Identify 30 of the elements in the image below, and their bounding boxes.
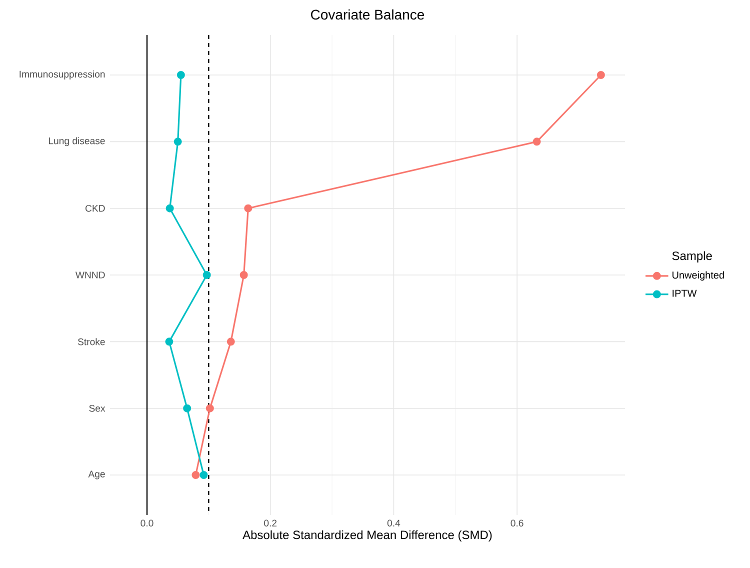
point bbox=[166, 204, 174, 212]
point bbox=[206, 404, 214, 412]
point bbox=[226, 338, 235, 346]
point bbox=[596, 71, 605, 80]
y-tick-label: CKD bbox=[86, 204, 105, 212]
legend-label: Unweighted bbox=[672, 271, 724, 281]
point bbox=[244, 204, 252, 212]
point bbox=[192, 471, 200, 480]
point bbox=[174, 138, 182, 146]
y-tick-label: WNND bbox=[75, 272, 105, 278]
point bbox=[176, 71, 185, 80]
point bbox=[202, 271, 211, 280]
x-axis-title: Absolute Standardized Mean Difference (SMD) bbox=[242, 530, 492, 542]
x-tick-label: 0.0 bbox=[140, 520, 154, 527]
y-tick-label: Sex bbox=[89, 404, 106, 412]
legend-label: IPTW bbox=[672, 290, 697, 297]
point bbox=[183, 404, 192, 412]
x-tick-label: 0.2 bbox=[264, 520, 277, 527]
y-tick-label: Immunosuppression bbox=[20, 70, 105, 80]
legend-title: Sample bbox=[672, 251, 712, 262]
point bbox=[200, 471, 208, 480]
y-tick-label: Lung disease bbox=[48, 137, 105, 146]
point bbox=[532, 138, 541, 146]
y-tick-label: Age bbox=[88, 470, 105, 480]
point bbox=[165, 338, 174, 346]
chart-title: Covariate Balance bbox=[311, 9, 424, 20]
point bbox=[240, 271, 248, 280]
x-tick-label: 0.6 bbox=[510, 520, 524, 527]
y-tick-label: Stroke bbox=[78, 338, 105, 346]
x-tick-label: 0.4 bbox=[387, 520, 400, 527]
